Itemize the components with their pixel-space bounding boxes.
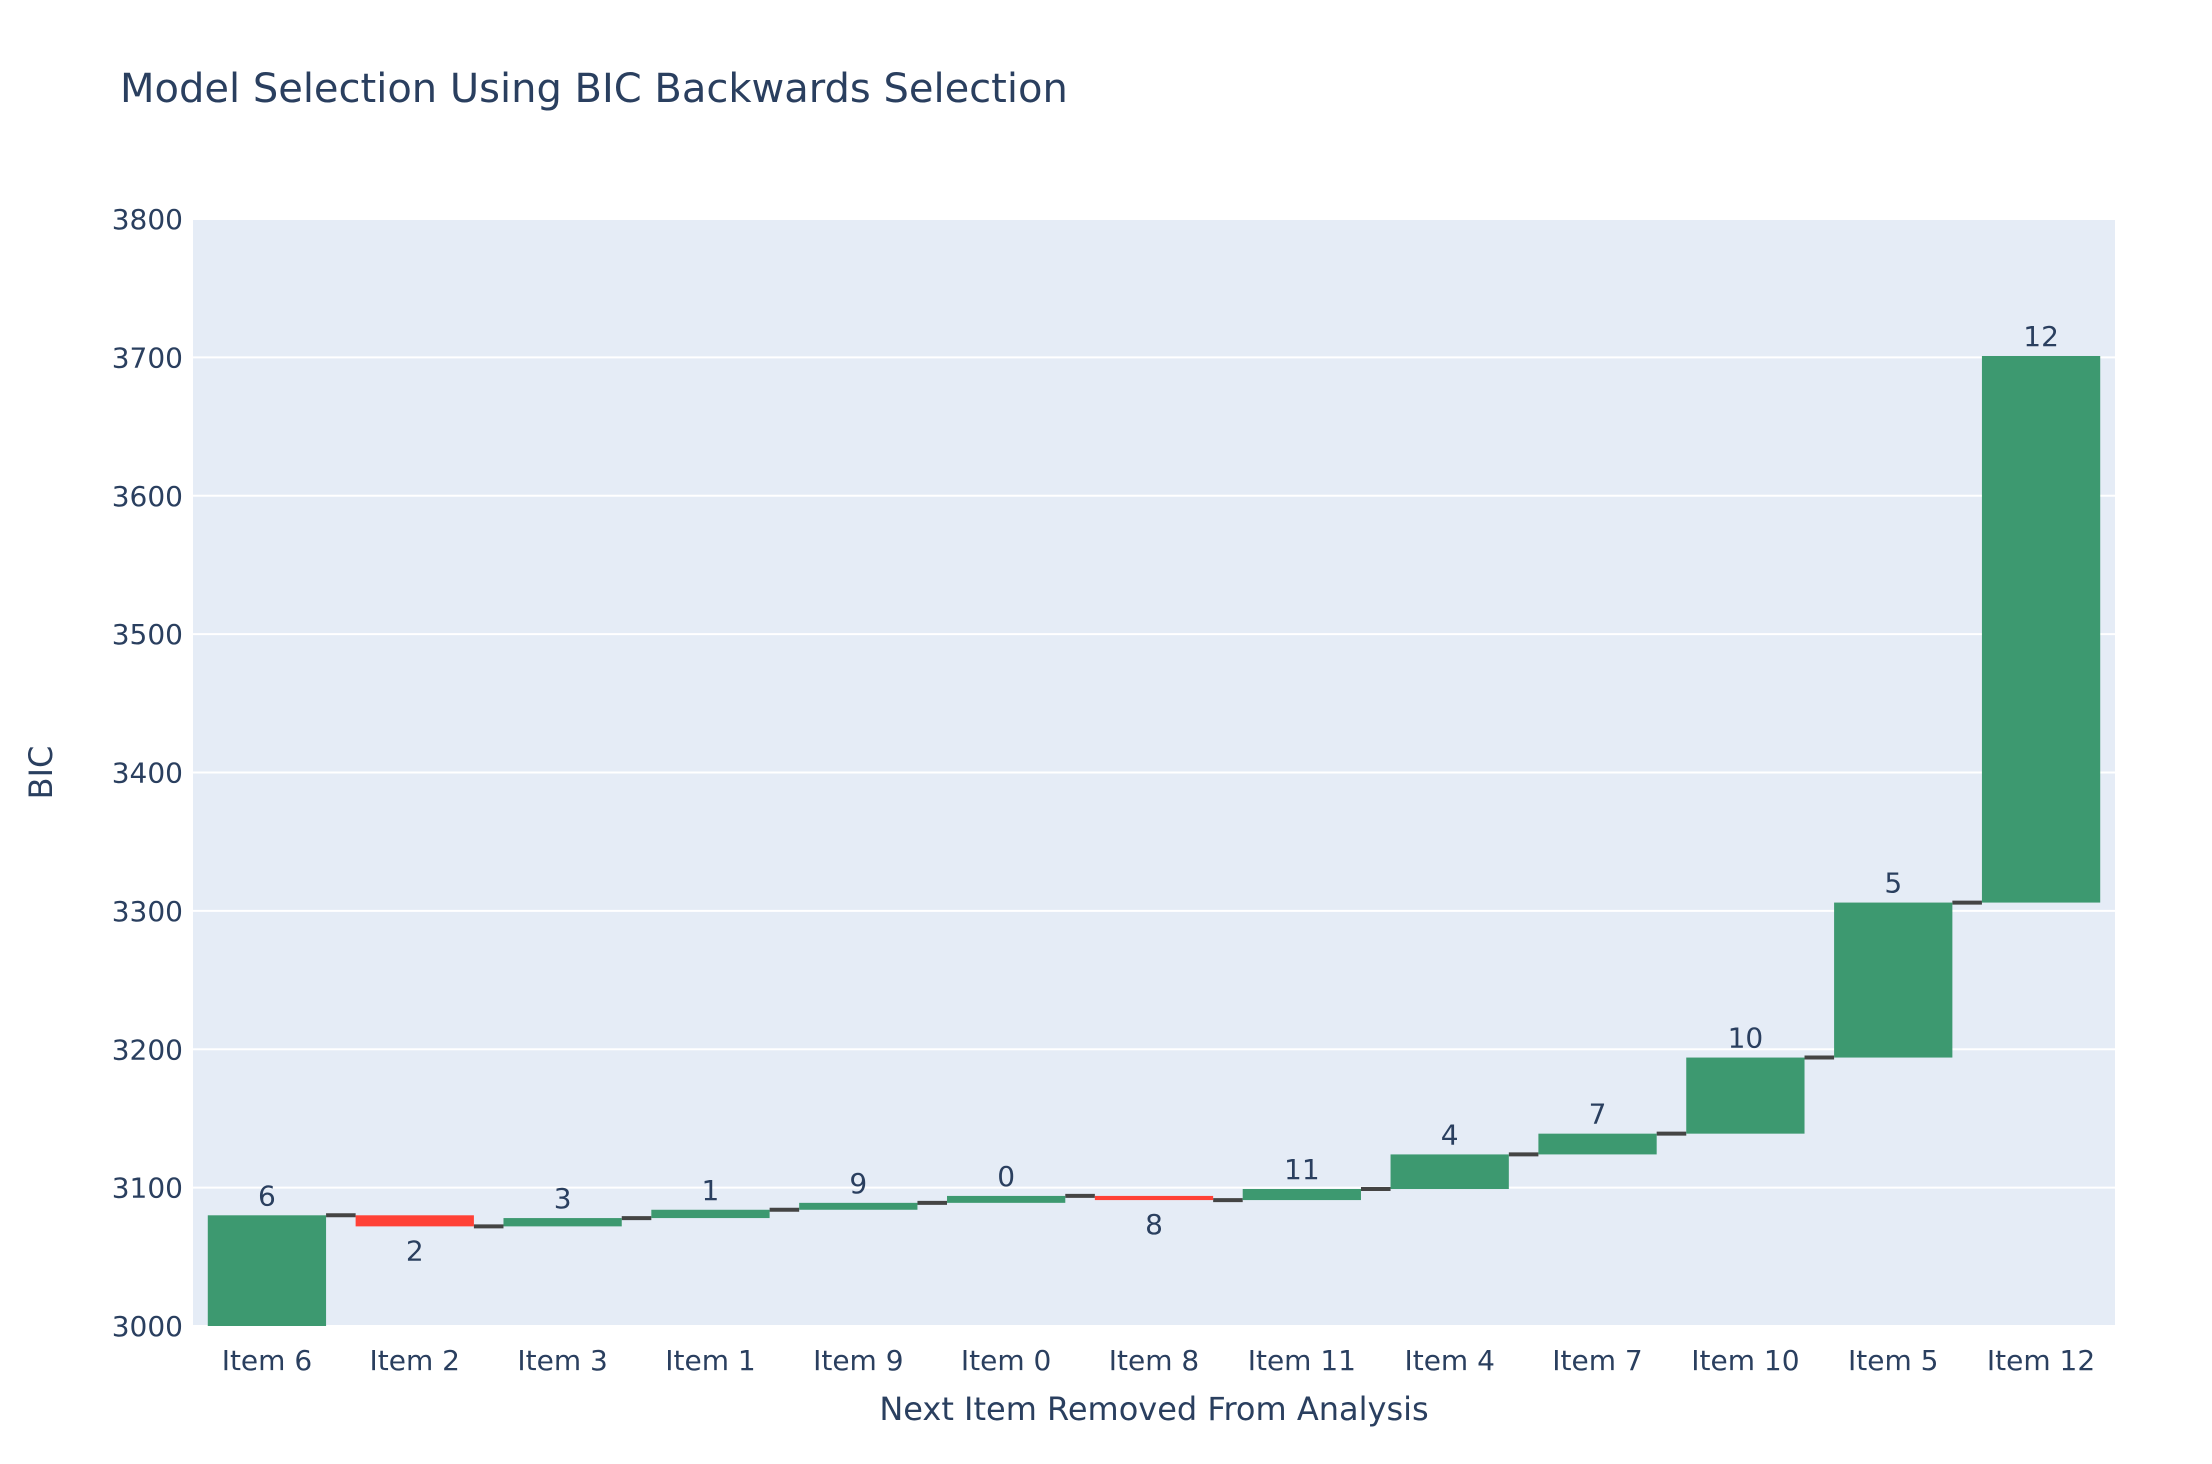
y-tick-label: 3700 (112, 341, 183, 374)
gridlines (193, 218, 2115, 1327)
x-tick-label: Item 0 (961, 1344, 1051, 1377)
bar-value-label: 12 (2023, 320, 2059, 353)
y-tick-label: 3200 (112, 1033, 183, 1066)
bar-value-label: 5 (1884, 867, 1902, 900)
y-tick-label: 3000 (112, 1310, 183, 1343)
x-tick-label: Item 11 (1248, 1344, 1356, 1377)
waterfall-bar (1242, 1189, 1361, 1201)
y-tick-label: 3300 (112, 895, 183, 928)
bar-value-label: 11 (1284, 1153, 1320, 1186)
waterfall-bar (1686, 1057, 1805, 1134)
bar-value-label: 8 (1145, 1208, 1163, 1241)
waterfall-bar (1981, 355, 2101, 903)
x-tick-label: Item 7 (1552, 1344, 1642, 1377)
bars (207, 355, 2101, 1326)
bar-value-label: 7 (1589, 1098, 1607, 1131)
x-tick-label: Item 9 (813, 1344, 903, 1377)
y-tick-label: 3500 (112, 618, 183, 651)
waterfall-bar (1390, 1154, 1509, 1190)
x-tick-label: Item 1 (665, 1344, 755, 1377)
y-axis-title: BIC (22, 746, 60, 800)
x-axis-title: Next Item Removed From Analysis (879, 1390, 1428, 1428)
x-tick-label: Item 8 (1109, 1344, 1199, 1377)
waterfall-bar (799, 1202, 918, 1210)
bar-value-label: 6 (258, 1179, 276, 1212)
bar-value-label: 1 (702, 1174, 720, 1207)
x-axis-ticks: Item 6 Item 2 Item 3 Item 1 Item 9 Item 0 Item… (222, 1344, 2096, 1377)
y-tick-label: 3800 (112, 203, 183, 236)
waterfall-bar (1834, 902, 1953, 1058)
bar-value-label: 10 (1728, 1022, 1764, 1055)
x-tick-label: Item 5 (1848, 1344, 1938, 1377)
waterfall-bar (207, 1215, 327, 1326)
x-tick-label: Item 6 (222, 1344, 312, 1377)
waterfall-bar (503, 1218, 622, 1227)
x-tick-label: Item 12 (1987, 1344, 2095, 1377)
x-tick-label: Item 10 (1691, 1344, 1799, 1377)
waterfall-bar (1094, 1195, 1214, 1201)
y-axis-ticks: 3000 3100 3200 3300 3400 3500 3600 3700 3800 (112, 203, 183, 1343)
y-tick-label: 3100 (112, 1172, 183, 1205)
x-tick-label: Item 4 (1404, 1344, 1494, 1377)
y-tick-label: 3600 (112, 480, 183, 513)
chart-title: Model Selection Using BIC Backwards Sele… (120, 66, 1068, 112)
waterfall-bar (651, 1209, 770, 1219)
bar-value-label: 0 (997, 1160, 1015, 1193)
y-tick-label: 3400 (112, 757, 183, 790)
waterfall-bar (1538, 1133, 1657, 1155)
bar-value-label: 4 (1441, 1118, 1459, 1151)
waterfall-bar (355, 1215, 474, 1227)
bar-value-label: 9 (849, 1167, 867, 1200)
bar-value-label: 2 (406, 1234, 424, 1267)
connectors (326, 900, 1982, 1229)
x-tick-label: Item 2 (370, 1344, 460, 1377)
bar-labels: 6 2 3 1 9 0 8 11 4 7 10 5 12 (258, 320, 2059, 1267)
x-tick-label: Item 3 (517, 1344, 607, 1377)
waterfall-bar (947, 1195, 1066, 1203)
bar-value-label: 3 (554, 1182, 572, 1215)
